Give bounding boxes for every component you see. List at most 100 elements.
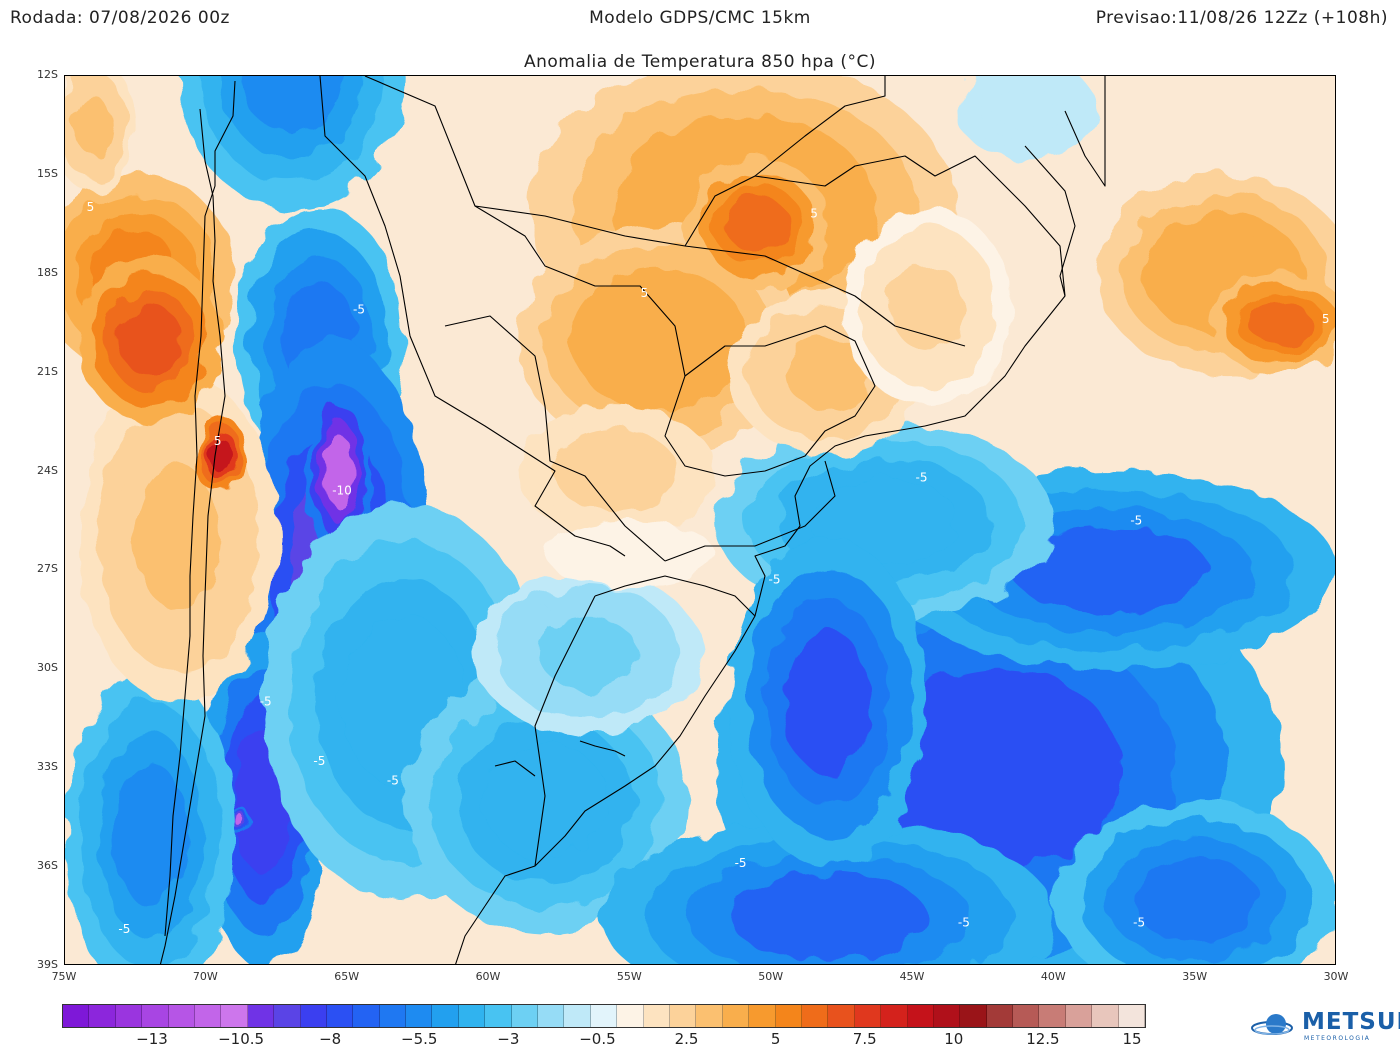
colorbar-label: −8 bbox=[319, 1030, 342, 1048]
coastline-uruguay-rio-plata bbox=[455, 905, 486, 964]
colorbar-label: 2.5 bbox=[674, 1030, 699, 1048]
anomaly-blob bbox=[729, 873, 928, 960]
border-argentina-bolivia bbox=[319, 76, 626, 557]
contour-label: -5 bbox=[958, 915, 970, 929]
colorbar-cell bbox=[274, 1005, 301, 1027]
colorbar-label: −5.5 bbox=[401, 1030, 438, 1048]
latitude-label: 15S bbox=[37, 166, 58, 180]
colorbar-cell bbox=[564, 1005, 591, 1027]
contour-label: -5 bbox=[260, 695, 272, 709]
forecast-time: Previsao:11/08/26 12Zz (+108h) bbox=[1095, 8, 1388, 28]
colorbar-cell bbox=[63, 1005, 90, 1027]
colorbar-cell bbox=[379, 1005, 407, 1027]
latitude-label: 12S bbox=[37, 68, 58, 81]
anomaly-blob bbox=[209, 437, 232, 473]
latitude-label: 33S bbox=[37, 760, 58, 774]
border-minas bbox=[754, 155, 1066, 427]
colorbar-label: −3 bbox=[497, 1030, 520, 1048]
contour-labels: 5 5 5 5 5 -5 -10 -5 -5 -5 -5 -5 -5 -5 -5 -5 -5 bbox=[87, 200, 1330, 936]
colorbar-cell bbox=[749, 1005, 776, 1027]
colorbar-cell bbox=[1013, 1005, 1040, 1027]
anomaly-blob bbox=[1249, 301, 1312, 345]
longitude-label: 65W bbox=[334, 970, 360, 983]
contour-label: -5 bbox=[118, 922, 130, 936]
longitude-label: 55W bbox=[616, 970, 642, 983]
anomaly-blob bbox=[995, 87, 1057, 131]
colorbar-cell bbox=[485, 1005, 512, 1027]
latitude-label: 36S bbox=[37, 859, 58, 873]
colorbar-cell bbox=[1118, 1005, 1146, 1027]
model-name: Modelo GDPS/CMC 15km bbox=[589, 8, 811, 28]
anomaly-blob bbox=[483, 743, 608, 859]
colorbar-cell bbox=[722, 1005, 750, 1027]
anomaly-blob bbox=[874, 667, 1122, 870]
border-lake-patos bbox=[579, 740, 626, 757]
colorbar-cell bbox=[1065, 1005, 1093, 1027]
contour-label: -10 bbox=[332, 484, 352, 498]
border-sao-paulo bbox=[664, 325, 876, 477]
colorbar-cell bbox=[1039, 1005, 1066, 1027]
border-paraguay bbox=[444, 315, 666, 562]
latitude-label: 39S bbox=[37, 958, 58, 971]
colorbar-label: −0.5 bbox=[579, 1030, 616, 1048]
colorbar-cell bbox=[617, 1005, 644, 1027]
contour-label: 5 bbox=[87, 200, 95, 214]
colorbar-cell bbox=[960, 1005, 987, 1027]
colorbar-cell bbox=[775, 1005, 802, 1027]
anomaly-blob bbox=[726, 195, 789, 254]
border-parana bbox=[664, 460, 836, 562]
colorbar-cell bbox=[669, 1005, 697, 1027]
colorbar-label: −13 bbox=[136, 1030, 168, 1048]
coastline-north-atlantic bbox=[1024, 145, 1076, 297]
colorbar-cell bbox=[854, 1005, 882, 1027]
colorbar-cell bbox=[432, 1005, 459, 1027]
border-goias bbox=[684, 76, 886, 247]
colorbar-label: 5 bbox=[770, 1030, 781, 1048]
colorbar-cell bbox=[142, 1005, 169, 1027]
anomaly-blob bbox=[324, 435, 355, 508]
anomaly-blob bbox=[538, 616, 638, 689]
run-date: Rodada: 07/08/2026 00z bbox=[10, 8, 230, 28]
anomaly-blob bbox=[112, 762, 187, 907]
colorbar-cell bbox=[538, 1005, 565, 1027]
coastline-pacific bbox=[159, 108, 226, 964]
anomaly-blob bbox=[1133, 856, 1258, 944]
colorbar-cell bbox=[511, 1005, 539, 1027]
contour-label: 5 bbox=[641, 286, 649, 300]
colorbar-cell bbox=[696, 1005, 723, 1027]
contour-label: 5 bbox=[214, 434, 222, 448]
anomaly-blob bbox=[596, 289, 721, 391]
latitude-label: 30S bbox=[37, 661, 58, 675]
contour-label: 5 bbox=[1322, 312, 1330, 326]
anomaly-blob bbox=[890, 263, 965, 351]
colorbar-label: 15 bbox=[1122, 1030, 1142, 1048]
map-title: Anomalia de Temperatura 850 hpa (°C) bbox=[524, 52, 876, 72]
longitude-label: 70W bbox=[192, 970, 218, 983]
colorbar-cell bbox=[801, 1005, 829, 1027]
logo-wordmark: METSUL bbox=[1302, 1009, 1400, 1035]
colorbar-cell bbox=[933, 1005, 961, 1027]
colorbar-cell bbox=[406, 1005, 433, 1027]
coastline-northeast bbox=[1064, 76, 1106, 187]
metsul-logo: METSUL METEOROLOGIA bbox=[1236, 1008, 1400, 1044]
colorbar bbox=[62, 1004, 1146, 1028]
colorbar-cell bbox=[326, 1005, 354, 1027]
border-rio-grande-do-sul bbox=[594, 575, 756, 617]
logo-subtitle: METEOROLOGIA bbox=[1304, 1035, 1371, 1042]
colorbar-cell bbox=[115, 1005, 143, 1027]
colorbar-cell bbox=[221, 1005, 248, 1027]
contour-label: -5 bbox=[735, 856, 747, 870]
colorbar-cell bbox=[986, 1005, 1014, 1027]
colorbar-cell bbox=[168, 1005, 195, 1027]
longitude-label: 75W bbox=[51, 970, 77, 983]
colorbar-cell bbox=[194, 1005, 222, 1027]
anomaly-blob bbox=[235, 815, 246, 827]
latitude-label: 24S bbox=[37, 463, 58, 477]
contour-label: -5 bbox=[313, 754, 325, 768]
colorbar-cell bbox=[458, 1005, 486, 1027]
anomaly-blob bbox=[784, 336, 872, 409]
colorbar-cell bbox=[300, 1005, 327, 1027]
anomaly-blob bbox=[118, 303, 181, 376]
contour-label: -5 bbox=[1130, 513, 1142, 527]
latitude-label: 21S bbox=[37, 364, 58, 378]
